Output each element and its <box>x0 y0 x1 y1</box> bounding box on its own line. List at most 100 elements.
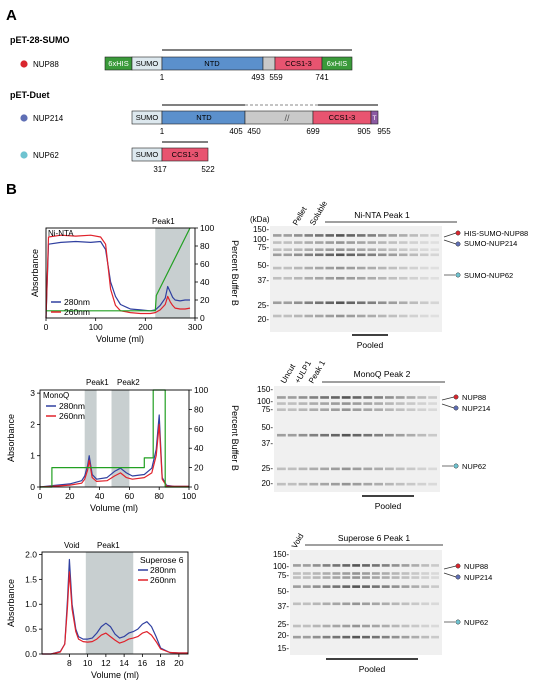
gel0-band <box>399 248 408 251</box>
gel0-band <box>283 266 292 270</box>
gel3-lane-void: Void <box>290 532 306 550</box>
gel2-band <box>401 564 410 567</box>
chart1-x-tick-label-1: 20 <box>65 491 75 501</box>
gel1-band-label-3: SUMO-NUP62 <box>464 271 513 280</box>
gel3-band-label-2: NUP214 <box>464 573 492 582</box>
monoq-legend-260: 260nm <box>59 411 85 421</box>
nup62-label: NUP62 <box>33 151 59 160</box>
gel1-band <box>385 433 394 437</box>
gel1-band <box>331 433 340 437</box>
ni-nta-y2-label: Percent Buffer B <box>230 240 240 306</box>
gel2-band <box>371 602 380 606</box>
gel0-band <box>399 276 408 280</box>
gel0-band <box>430 248 439 251</box>
gel2-band <box>352 564 361 567</box>
gel0-band <box>357 314 366 318</box>
gel0-band <box>273 241 282 244</box>
gel3-marker-150: 150- <box>273 550 289 559</box>
gel2-band <box>431 624 439 628</box>
gel2-band <box>352 572 361 575</box>
gel1-band <box>320 402 329 405</box>
gel0-band <box>357 266 366 270</box>
gel1-band <box>417 433 427 437</box>
gel0-band <box>283 241 292 244</box>
chart2-series-260nm <box>42 571 188 655</box>
gel2-band <box>401 576 410 579</box>
gel1-band <box>287 396 297 399</box>
gel1-band <box>363 408 373 411</box>
gel0-band <box>357 253 366 257</box>
gel0-band <box>273 266 282 270</box>
gel2-band <box>352 602 361 606</box>
gel0-band <box>409 253 418 257</box>
gel0-band <box>367 234 376 237</box>
gel0-band <box>294 301 303 305</box>
superose6-annotation: Superose 6 <box>140 555 184 565</box>
gel1-band <box>352 482 362 486</box>
chart1-x-tick-label-3: 60 <box>125 491 135 501</box>
gel1-band <box>395 433 405 437</box>
gel0-band <box>378 266 387 270</box>
gel3-title: Superose 6 Peak 1 <box>338 533 411 543</box>
gel2-marker-37: 37- <box>261 439 273 448</box>
superose6-void-label: Void <box>64 541 80 550</box>
gel1-dot-nup214 <box>455 241 461 247</box>
gel2-pooled-label: Pooled <box>375 501 402 511</box>
gel2-band <box>342 624 351 628</box>
gel1-band <box>363 467 373 471</box>
gel2-band <box>332 576 341 579</box>
gel1-band <box>341 482 351 486</box>
gel0-band <box>304 234 313 237</box>
gel0-band <box>315 266 324 270</box>
nup88-tick-559: 559 <box>269 73 283 82</box>
chart2-y-tick-label-4: 2.0 <box>25 549 37 559</box>
gel2-band <box>302 624 311 628</box>
section-label-duet: pET-Duet <box>10 90 50 100</box>
gel1-band <box>406 467 416 471</box>
gel0-band <box>336 266 345 270</box>
gel0-band <box>409 314 418 318</box>
gel1-marker-75: 75- <box>257 243 269 252</box>
gel0-band <box>273 234 282 237</box>
gel2-band <box>322 585 331 588</box>
gel0-band <box>388 266 397 270</box>
gel1-band <box>277 482 286 486</box>
gel2-band <box>342 564 351 567</box>
gel2-marker-100: 100- <box>257 397 273 406</box>
gel3-connector-1 <box>443 565 457 570</box>
gel1-band-label-2: SUMO-NUP214 <box>464 239 517 248</box>
gel2-band <box>332 635 341 639</box>
gel2-band <box>302 564 311 567</box>
gel1-band <box>298 396 308 399</box>
gel1-band <box>331 396 340 399</box>
gel2-band <box>391 602 400 606</box>
gel0-band <box>315 253 324 257</box>
gel0-band <box>367 253 376 257</box>
gel2-band <box>371 564 380 567</box>
gel1-band <box>406 433 416 437</box>
nup88-linker-box <box>262 56 276 71</box>
gel2-dot-nup62 <box>453 463 459 469</box>
nup88-tick-493: 493 <box>251 73 265 82</box>
gel1-band <box>385 467 394 471</box>
gel0-band <box>294 248 303 251</box>
gel2-band <box>342 602 351 606</box>
chart2-y-tick-label-3: 1.5 <box>25 574 37 584</box>
gel2-connector-1 <box>441 396 455 401</box>
gel2-band <box>322 624 331 628</box>
chart2-y-tick-label-0: 0.0 <box>25 649 37 659</box>
gel1-band <box>395 396 405 399</box>
monoq-peak1-label: Peak1 <box>86 378 109 387</box>
gel0-band <box>430 241 439 244</box>
chart0-y2-tick-label-3: 60 <box>200 259 210 269</box>
gel1-band <box>428 402 437 405</box>
gel0-band <box>336 248 345 251</box>
gel0-band <box>378 248 387 251</box>
chart0-y2-tick-label-1: 20 <box>200 295 210 305</box>
gel1-band <box>395 402 405 405</box>
chart2-x-tick-label-3: 14 <box>119 658 129 668</box>
gel2-band <box>312 585 321 588</box>
gel0-band <box>409 248 418 251</box>
chart0-y2-tick-label-5: 100 <box>200 223 214 233</box>
gel1-connector-1 <box>443 232 457 238</box>
